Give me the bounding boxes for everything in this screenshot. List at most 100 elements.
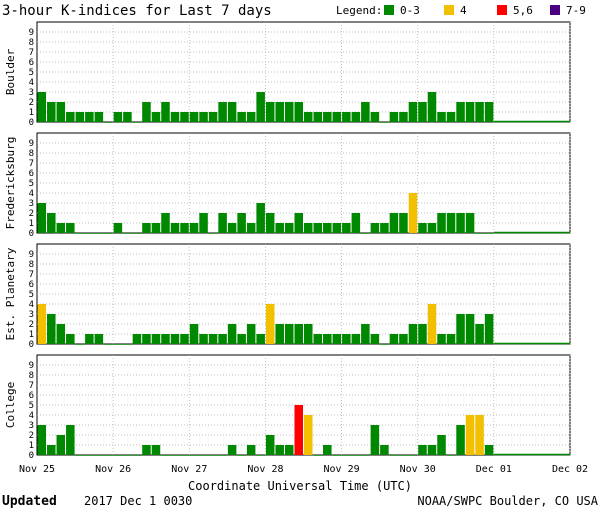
k-bar xyxy=(446,112,456,122)
k-bar xyxy=(256,92,265,122)
k-bar xyxy=(427,304,437,344)
k-bar xyxy=(380,122,389,123)
k-bar xyxy=(294,324,303,344)
k-bar xyxy=(351,213,361,233)
k-bar xyxy=(323,445,332,455)
k-bar xyxy=(465,415,475,455)
k-bar xyxy=(361,102,370,122)
k-bar xyxy=(199,334,208,344)
x-tick-label: Dec 02 xyxy=(552,464,588,475)
legend-label-0: 0-3 xyxy=(400,4,420,17)
x-tick-label: Nov 29 xyxy=(324,464,360,475)
y-tick-label: 6 xyxy=(29,280,34,290)
y-tick-label: 1 xyxy=(29,330,34,340)
panel-label: Est. Planetary xyxy=(4,247,17,340)
k-bar xyxy=(437,435,446,455)
k-bar xyxy=(246,223,256,233)
k-bar xyxy=(265,213,275,233)
k-bar xyxy=(132,334,142,344)
k-bar xyxy=(56,435,66,455)
k-bar xyxy=(85,334,94,344)
k-bar xyxy=(284,102,294,122)
y-tick-label: 4 xyxy=(29,300,34,310)
x-tick-label: Nov 28 xyxy=(247,464,283,475)
y-tick-label: 2 xyxy=(29,320,34,330)
y-tick-label: 3 xyxy=(29,310,34,320)
k-bar xyxy=(85,233,94,234)
k-bar xyxy=(132,233,142,234)
k-bar xyxy=(151,223,161,233)
k-bar xyxy=(142,334,151,344)
k-bar xyxy=(294,213,303,233)
k-bar xyxy=(151,445,161,455)
k-bar xyxy=(161,213,170,233)
k-bar xyxy=(484,233,494,234)
k-bar xyxy=(123,233,132,234)
k-bar xyxy=(418,324,427,344)
k-bar xyxy=(37,203,47,233)
k-bar xyxy=(94,334,104,344)
k-bar xyxy=(161,102,170,122)
k-bar xyxy=(132,122,142,123)
k-bar xyxy=(484,314,494,344)
k-bar xyxy=(227,324,237,344)
y-tick-label: 4 xyxy=(29,189,34,199)
y-tick-label: 3 xyxy=(29,421,34,431)
k-bar xyxy=(475,324,484,344)
y-tick-label: 6 xyxy=(29,58,34,68)
k-bar xyxy=(446,213,456,233)
k-bar xyxy=(208,334,218,344)
k-bar xyxy=(351,455,361,456)
k-bar xyxy=(66,425,75,455)
k-bar xyxy=(437,213,446,233)
y-tick-label: 4 xyxy=(29,78,34,88)
legend-swatch-1 xyxy=(444,5,454,15)
k-bar xyxy=(227,223,237,233)
k-bar xyxy=(104,233,113,234)
k-bar xyxy=(218,334,227,344)
k-bar xyxy=(475,233,484,234)
x-tick-label: Nov 26 xyxy=(95,464,131,475)
updated-label: Updated xyxy=(2,494,57,509)
k-bar xyxy=(332,112,342,122)
k-bar xyxy=(342,223,351,233)
k-bar xyxy=(66,112,75,122)
k-bar xyxy=(151,334,161,344)
k-bar xyxy=(484,102,494,122)
k-bar xyxy=(208,233,218,234)
y-tick-label: 8 xyxy=(29,260,34,270)
k-bar xyxy=(104,455,113,456)
k-bar xyxy=(208,455,218,456)
legend-label: Legend: xyxy=(336,4,382,17)
legend: 0-3 4 5,6 7-9 xyxy=(384,4,586,17)
k-bar xyxy=(161,334,170,344)
k-bar xyxy=(113,112,123,122)
k-bar xyxy=(370,334,380,344)
k-bar xyxy=(170,455,180,456)
k-bar xyxy=(37,304,47,344)
k-bar xyxy=(418,102,427,122)
k-bar xyxy=(427,445,437,455)
k-bar xyxy=(446,455,456,456)
chart-title: 3-hour K-indices for Last 7 days xyxy=(2,3,272,19)
y-tick-label: 9 xyxy=(29,139,34,149)
k-bar xyxy=(199,112,208,122)
k-bar xyxy=(75,344,85,345)
k-bar xyxy=(265,304,275,344)
k-bar xyxy=(275,102,284,122)
k-bar xyxy=(123,344,132,345)
y-tick-label: 5 xyxy=(29,290,34,300)
k-bar xyxy=(256,455,265,456)
k-bar xyxy=(56,223,66,233)
k-bar xyxy=(351,112,361,122)
y-tick-label: 8 xyxy=(29,149,34,159)
legend-label-3: 7-9 xyxy=(566,4,586,17)
k-bar xyxy=(189,112,199,122)
k-bar xyxy=(389,112,399,122)
k-bar xyxy=(66,334,75,344)
k-bar xyxy=(427,92,437,122)
k-bar xyxy=(399,334,408,344)
updated-value: 2017 Dec 1 0030 xyxy=(84,494,192,508)
k-bar xyxy=(446,334,456,344)
y-tick-label: 5 xyxy=(29,179,34,189)
